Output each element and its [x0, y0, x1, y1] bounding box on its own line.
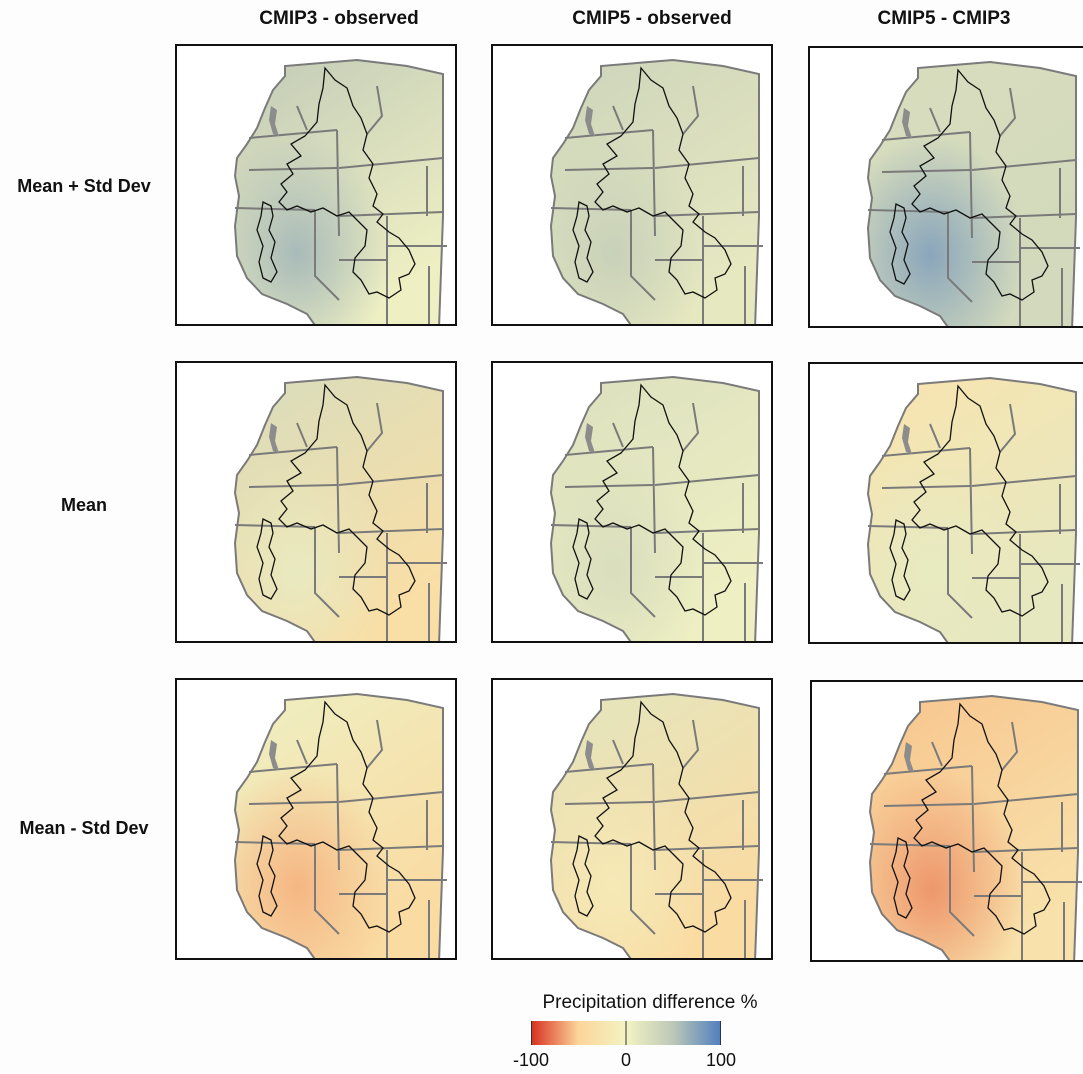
legend-color-bar [531, 1021, 721, 1045]
column-title-cmip5-observed: CMIP5 - observed [572, 8, 732, 29]
map-panel [810, 680, 1083, 962]
precipitation-map [233, 692, 447, 958]
map-panel [491, 361, 773, 643]
map-panel [175, 678, 457, 960]
legend-tick-min: -100 [512, 1050, 550, 1070]
precipitation-map [866, 60, 1080, 326]
map-panel [175, 361, 457, 643]
column-title-cmip5-cmip3: CMIP5 - CMIP3 [877, 8, 1011, 29]
legend-title: Precipitation difference % [542, 992, 758, 1013]
precipitation-map [549, 692, 763, 958]
map-panel [808, 362, 1083, 644]
map-panel [808, 46, 1083, 328]
legend-tick-max: 100 [705, 1050, 737, 1070]
precipitation-map [866, 376, 1080, 642]
map-panel [491, 678, 773, 960]
row-title-mean: Mean [60, 495, 107, 515]
row-title-mean-minus-std: Mean - Std Dev [19, 818, 149, 838]
precipitation-map [868, 694, 1082, 960]
column-title-cmip3-observed: CMIP3 - observed [259, 8, 419, 29]
row-title-mean-plus-std: Mean + Std Dev [17, 176, 151, 196]
map-panel [491, 44, 773, 326]
precipitation-map [549, 58, 763, 324]
precipitation-map [549, 375, 763, 641]
precipitation-map [233, 375, 447, 641]
precipitation-map [233, 58, 447, 324]
legend-tick-zero: 0 [620, 1050, 631, 1070]
map-panel [175, 44, 457, 326]
